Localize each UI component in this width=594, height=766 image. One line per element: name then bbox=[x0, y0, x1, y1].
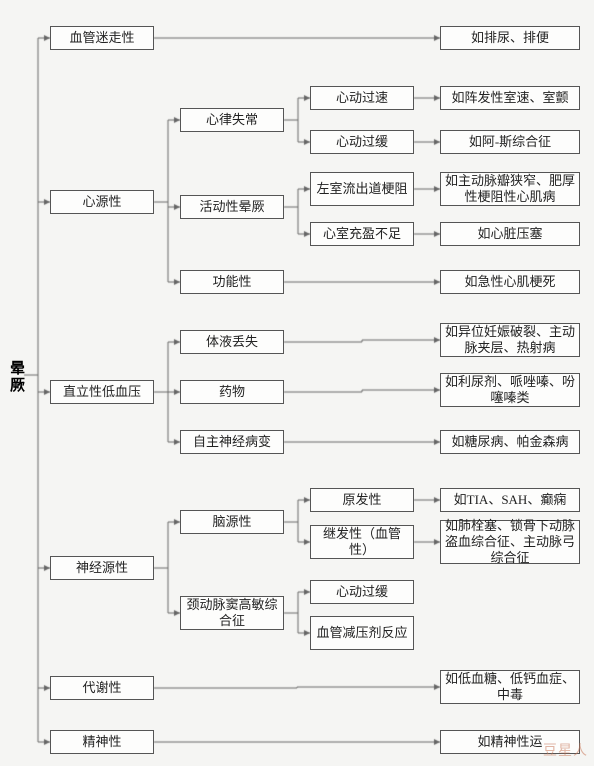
node-n2a2e: 如阿-斯综合征 bbox=[440, 130, 580, 154]
node-n2b1e: 如主动脉瓣狭窄、肥厚性梗阻性心肌病 bbox=[440, 172, 580, 206]
node-n4b2: 血管减压剂反应 bbox=[310, 616, 414, 650]
node-n2a: 心律失常 bbox=[180, 108, 284, 132]
node-n3c: 自主神经病变 bbox=[180, 430, 284, 454]
node-n4b: 颈动脉窦高敏综合征 bbox=[180, 596, 284, 630]
node-n3: 直立性低血压 bbox=[50, 380, 154, 404]
node-n4a1: 原发性 bbox=[310, 488, 414, 512]
node-n2a2: 心动过缓 bbox=[310, 130, 414, 154]
node-n4a2e: 如肺栓塞、锁骨下动脉盗血综合征、主动脉弓综合征 bbox=[440, 520, 580, 564]
node-n4a: 脑源性 bbox=[180, 510, 284, 534]
node-n2b2: 心室充盈不足 bbox=[310, 222, 414, 246]
node-n4a2: 继发性（血管性） bbox=[310, 525, 414, 559]
node-n4a1e: 如TIA、SAH、癫痫 bbox=[440, 488, 580, 512]
node-n5: 代谢性 bbox=[50, 676, 154, 700]
node-n3ae: 如异位妊娠破裂、主动脉夹层、热射病 bbox=[440, 323, 580, 357]
node-n4: 神经源性 bbox=[50, 556, 154, 580]
node-n3ce: 如糖尿病、帕金森病 bbox=[440, 430, 580, 454]
node-n2: 心源性 bbox=[50, 190, 154, 214]
watermark: 豆星人 bbox=[543, 740, 588, 760]
node-n2b: 活动性晕厥 bbox=[180, 195, 284, 219]
node-n3be: 如利尿剂、哌唑嗪、吩噻嗪类 bbox=[440, 373, 580, 407]
node-n2a1e: 如阵发性室速、室颤 bbox=[440, 86, 580, 110]
node-n3b: 药物 bbox=[180, 380, 284, 404]
node-n1: 血管迷走性 bbox=[50, 26, 154, 50]
node-n2c: 功能性 bbox=[180, 270, 284, 294]
node-n5e: 如低血糖、低钙血症、中毒 bbox=[440, 670, 580, 704]
node-n4b1: 心动过缓 bbox=[310, 580, 414, 604]
node-n2b2e: 如心脏压塞 bbox=[440, 222, 580, 246]
node-n2b1: 左室流出道梗阻 bbox=[310, 172, 414, 206]
node-n3a: 体液丢失 bbox=[180, 330, 284, 354]
root-node: 晕厥 bbox=[6, 360, 27, 394]
node-n6: 精神性 bbox=[50, 730, 154, 754]
node-n2ce: 如急性心肌梗死 bbox=[440, 270, 580, 294]
node-n1e: 如排尿、排便 bbox=[440, 26, 580, 50]
node-n2a1: 心动过速 bbox=[310, 86, 414, 110]
